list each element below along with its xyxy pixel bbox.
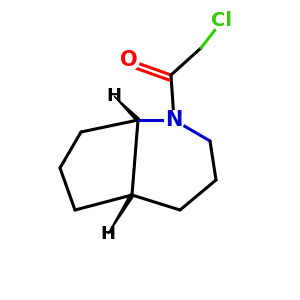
Polygon shape [114,96,140,122]
Text: H: H [106,87,122,105]
Polygon shape [108,194,134,234]
Text: H: H [100,225,116,243]
Text: O: O [120,50,138,70]
Text: Cl: Cl [212,11,233,31]
Text: N: N [165,110,183,130]
